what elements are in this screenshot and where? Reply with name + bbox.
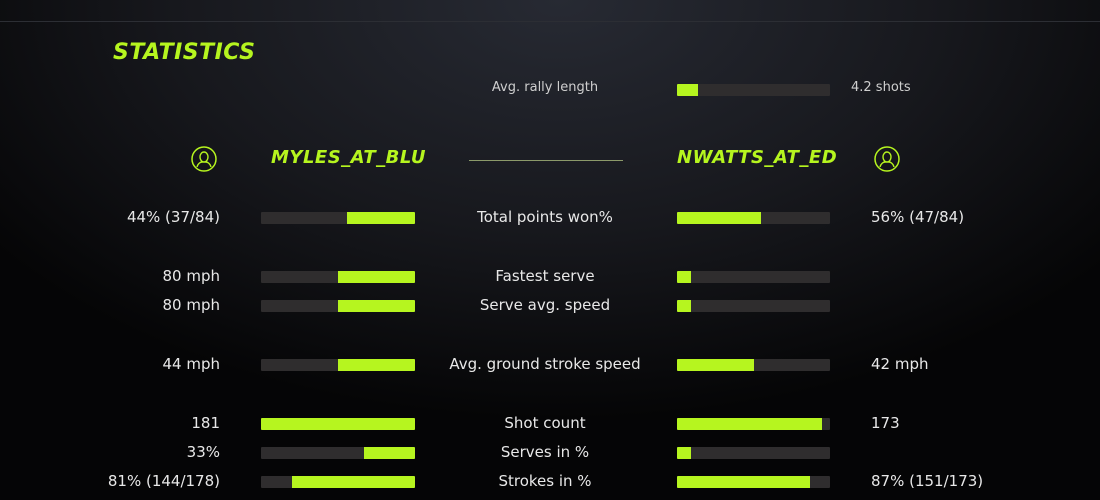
right-bar [677,476,830,488]
right-bar-fill [677,447,691,459]
right-value: 42 mph [871,355,929,373]
right-bar [677,300,830,312]
left-bar [261,447,415,459]
left-bar [261,476,415,488]
left-value: 80 mph [162,267,221,285]
left-bar-fill [364,447,415,459]
stat-label: Shot count [504,414,586,432]
page-title: STATISTICS [113,40,256,65]
stat-label: Serve avg. speed [479,296,611,314]
player-right-name: NWATTS_AT_ED [677,147,838,168]
stat-label: Serves in % [500,443,590,461]
right-bar-fill [677,359,754,371]
right-bar [677,359,830,371]
stat-label: Fastest serve [495,267,595,285]
top-divider [0,21,1100,22]
right-bar-fill [677,212,762,224]
right-value: 173 [871,414,900,432]
left-value: 80 mph [162,296,221,314]
left-value: 33% [186,443,220,461]
header-separator [469,160,623,161]
stat-label: Strokes in % [498,472,592,490]
stat-label: Avg. ground stroke speed [449,355,641,373]
right-bar [677,212,830,224]
right-bar-fill [677,300,691,312]
stat-label: Total points won% [477,208,613,226]
left-bar [261,271,415,283]
rally-value: 4.2 shots [851,80,911,95]
left-bar [261,300,415,312]
left-bar-fill [347,212,415,224]
left-bar-fill [291,476,415,488]
right-bar-fill [677,418,823,430]
right-value: 56% (47/84) [871,208,965,226]
left-bar-fill [261,418,415,430]
right-bar-fill [677,271,691,283]
left-value: 44% (37/84) [126,208,220,226]
left-bar [261,418,415,430]
user-icon [191,146,217,172]
left-value: 181 [191,414,220,432]
rally-bar [677,84,830,96]
left-value: 81% (144/178) [107,472,220,490]
rally-label: Avg. rally length [491,80,599,95]
right-bar [677,271,830,283]
rally-bar-fill [677,84,699,96]
left-bar [261,359,415,371]
left-bar-fill [338,359,415,371]
right-bar [677,418,830,430]
left-bar [261,212,415,224]
user-icon [874,146,900,172]
right-value: 87% (151/173) [871,472,984,490]
left-bar-fill [338,300,415,312]
right-bar-fill [677,476,811,488]
right-bar [677,447,830,459]
left-value: 44 mph [162,355,221,373]
player-left-name: MYLES_AT_BLU [271,147,426,168]
left-bar-fill [338,271,415,283]
